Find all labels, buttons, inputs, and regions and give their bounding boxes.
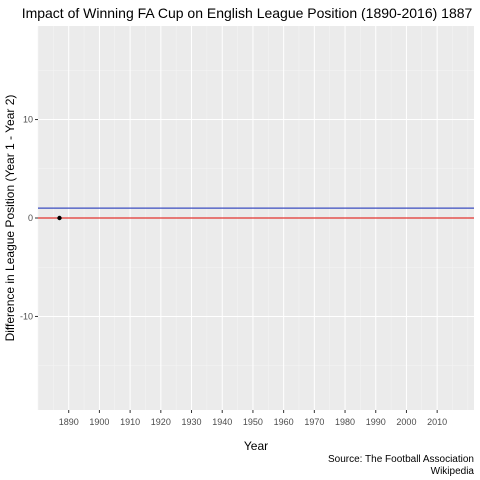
reference-lines (38, 207, 474, 219)
x-tick-label: 1920 (151, 417, 171, 427)
caption-wikipedia: Wikipedia (431, 466, 475, 477)
x-tick-label: 1910 (120, 417, 140, 427)
x-tick-label: 1980 (335, 417, 355, 427)
x-tick-label: 1990 (366, 417, 386, 427)
y-tick-label: 10 (23, 115, 33, 125)
caption-source: Source: The Football Association (328, 454, 474, 465)
x-tick-label: 1930 (182, 417, 202, 427)
y-tick-label: -10 (20, 311, 33, 321)
y-axis-ticks: -10 0 10 (20, 115, 38, 321)
x-tick-label: 1950 (243, 417, 263, 427)
x-tick-label: 1960 (274, 417, 294, 427)
data-point (57, 215, 62, 221)
chart-title: Impact of Winning FA Cup on English Leag… (22, 5, 473, 21)
x-tick-label: 2010 (427, 417, 447, 427)
x-tick-label: 2000 (396, 417, 416, 427)
x-axis-ticks: 1890 1900 1910 1920 1930 1940 1950 1960 1970 1980… (59, 410, 447, 427)
x-tick-label: 1890 (59, 417, 79, 427)
y-tick-label: 0 (28, 213, 33, 223)
data-points (57, 215, 62, 221)
x-tick-label: 1970 (304, 417, 324, 427)
x-axis-title: Year (244, 439, 268, 453)
y-axis-title: Difference in League Position (Year 1 - … (3, 95, 17, 342)
x-tick-label: 1900 (89, 417, 109, 427)
x-tick-label: 1940 (212, 417, 232, 427)
